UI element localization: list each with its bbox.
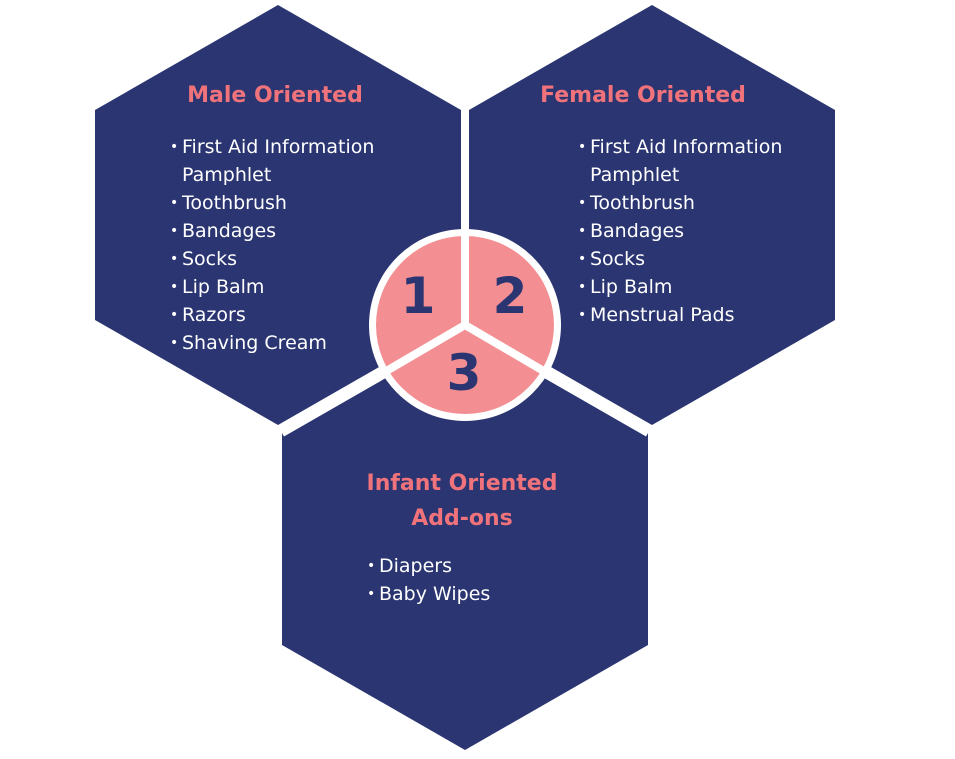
segment-divider-left xyxy=(380,321,468,377)
male-title: Male Oriented xyxy=(187,83,363,108)
list-item: Socks xyxy=(170,245,390,273)
list-item: Lip Balm xyxy=(578,273,798,301)
infant-item-list: Diapers Baby Wipes xyxy=(367,552,627,608)
male-item-list: First Aid Information Pamphlet Toothbrus… xyxy=(170,133,390,357)
list-item: Baby Wipes xyxy=(367,580,627,608)
list-item: Toothbrush xyxy=(578,189,798,217)
number-two: 2 xyxy=(492,267,528,325)
infant-hexagon xyxy=(282,328,648,750)
female-item-list: First Aid Information Pamphlet Toothbrus… xyxy=(578,133,798,329)
list-item: Socks xyxy=(578,245,798,273)
list-item: Bandages xyxy=(170,217,390,245)
infant-section: Infant Oriented Add-ons Diapers Baby Wip… xyxy=(367,466,627,608)
segment-divider-right xyxy=(462,321,550,377)
list-item: Diapers xyxy=(367,552,627,580)
female-title: Female Oriented xyxy=(540,83,746,108)
list-item: Razors xyxy=(170,301,390,329)
list-item: Toothbrush xyxy=(170,189,390,217)
list-item: Menstrual Pads xyxy=(578,301,798,329)
infant-title-line2: Add-ons xyxy=(411,506,513,531)
male-section: Male Oriented First Aid Information Pamp… xyxy=(170,78,390,357)
number-one: 1 xyxy=(400,267,436,325)
list-item: Lip Balm xyxy=(170,273,390,301)
infant-title-line1: Infant Oriented xyxy=(366,471,558,496)
female-section: Female Oriented First Aid Information Pa… xyxy=(540,78,798,329)
list-item: First Aid Information Pamphlet xyxy=(170,133,390,189)
number-three: 3 xyxy=(446,344,482,402)
list-item: First Aid Information Pamphlet xyxy=(578,133,798,189)
list-item: Shaving Cream xyxy=(170,329,390,357)
list-item: Bandages xyxy=(578,217,798,245)
